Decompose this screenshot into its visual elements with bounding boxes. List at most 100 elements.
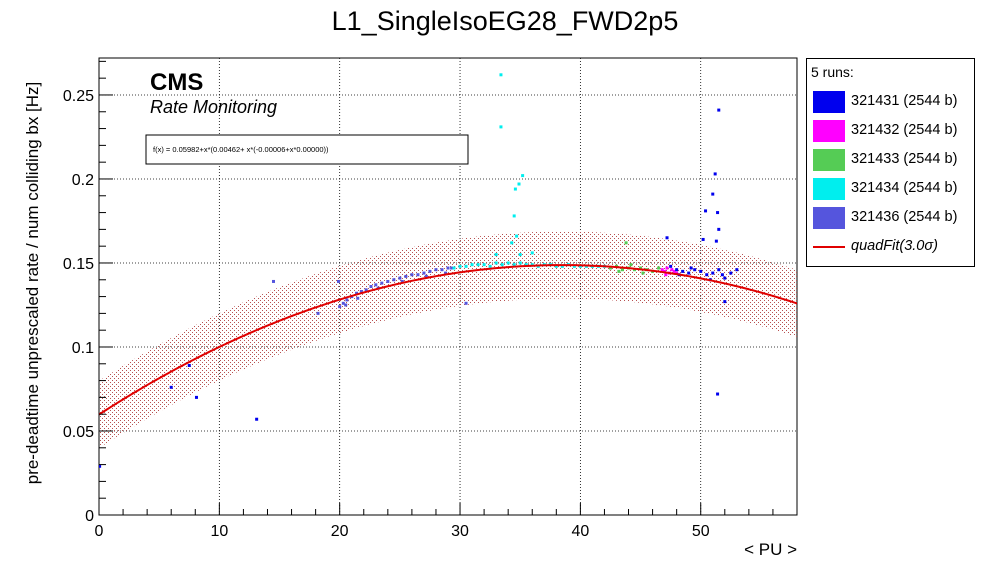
x-tick-label: 20 [331,523,349,540]
data-point [717,227,721,231]
fit-error-band [99,231,797,449]
y-tick-label: 0 [85,508,94,525]
data-point [714,239,718,243]
x-tick-label: 10 [210,523,228,540]
data-point [717,268,721,272]
data-point [416,273,420,277]
legend-swatch [813,207,845,229]
data-point [434,268,438,272]
data-point [530,263,534,267]
legend-entry: 321431 (2544 b) [811,89,973,113]
legend-entry: 321433 (2544 b) [811,147,973,171]
x-axis-label: < PU > [744,540,797,559]
data-point [521,174,525,178]
data-point [338,305,342,309]
data-point [513,187,517,191]
chart-title: L1_SingleIsoEG28_FWD2p5 [332,6,679,36]
data-point [689,266,693,270]
data-point [398,276,402,280]
legend-label: 321433 (2544 b) [851,151,958,167]
data-point [356,296,360,300]
data-point [704,209,708,213]
data-point [494,261,498,265]
data-point [560,264,564,268]
data-point [499,73,503,77]
data-point [458,264,462,268]
data-point [716,211,720,215]
data-point [665,266,669,270]
data-point [664,273,668,277]
data-point [187,363,191,367]
data-point [440,268,444,272]
fit-curve [99,264,797,416]
data-point [716,392,720,396]
data-point [735,268,739,272]
data-point [660,268,664,272]
data-point [641,271,645,275]
legend-entry-fit: quadFit(3.0σ) [811,234,973,258]
data-point [476,263,480,267]
data-point [554,264,558,268]
data-point [499,125,503,129]
data-point [670,268,674,272]
data-point [464,264,468,268]
y-axis-label: pre-deadtime unprescaled rate / num coll… [23,82,42,485]
fit-formula-box [145,134,469,165]
data-point [444,271,448,275]
rate-monitoring-label: Rate Monitoring [150,97,277,117]
data-point [316,311,320,315]
fit-band-area [99,231,797,449]
data-point [428,269,432,273]
legend-label: 321436 (2544 b) [851,209,958,225]
data-points [99,73,739,468]
data-point [705,273,709,277]
data-point [355,291,359,295]
x-tick-label: 40 [571,523,589,540]
legend-label: 321434 (2544 b) [851,180,958,196]
data-point [699,269,703,273]
data-point [608,266,612,270]
legend-swatch [813,178,845,200]
data-point [400,279,404,283]
data-point [359,290,363,294]
data-point [657,266,661,270]
legend-swatch [813,149,845,171]
data-point [369,285,373,288]
data-point [711,271,715,275]
data-point [404,274,408,278]
data-point [341,301,345,305]
data-point [422,271,426,275]
legend: 5 runs: 321431 (2544 b) 321432 (2544 b) … [806,58,975,267]
data-point [578,264,582,268]
data-point [345,298,349,302]
data-point [336,279,340,283]
data-point [629,263,633,267]
legend-entry: 321436 (2544 b) [811,205,973,229]
y-tick-label: 0.05 [63,424,94,441]
data-point [392,278,396,282]
data-point [482,263,486,267]
data-point [488,264,492,268]
data-point [621,268,624,272]
x-tick-label: 0 [95,523,104,540]
data-point [386,279,390,283]
x-tick-label: 50 [692,523,710,540]
data-point [424,274,428,278]
data-point [500,263,504,267]
data-point [380,281,384,285]
data-point [410,273,414,277]
data-point [506,261,510,265]
data-point [675,271,679,275]
data-point [713,172,717,176]
y-tick-label: 0.2 [72,172,94,189]
data-point [194,395,198,399]
y-tick-label: 0.1 [72,340,94,357]
data-point [672,269,676,273]
data-point [720,273,724,277]
data-point [681,269,685,273]
data-point [717,108,721,112]
axes: 0 10 20 30 40 50 0 0.05 0.1 0.15 0.2 0.25 [63,60,798,540]
data-point [450,266,454,270]
legend-fit-line [813,246,845,248]
